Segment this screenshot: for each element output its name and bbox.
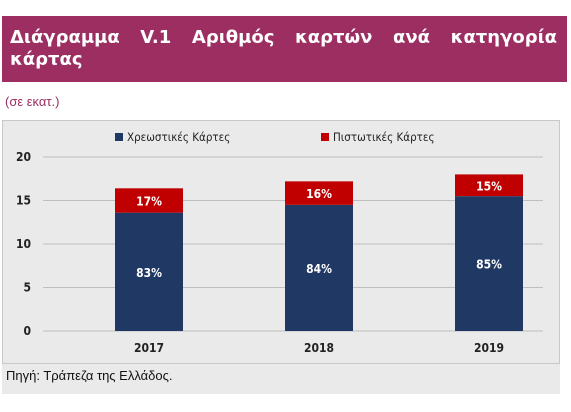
data-label: 16%: [306, 187, 332, 201]
bar-debit-2017: [115, 212, 183, 331]
x-tick-label: 2019: [474, 341, 504, 355]
bar-credit-2017: [115, 188, 183, 213]
y-tick-label: 0: [23, 324, 31, 338]
legend: Χρεωστικές Κάρτες Πιστωτικές Κάρτες: [115, 130, 435, 144]
data-label: 84%: [306, 262, 332, 276]
x-tick-label: 2017: [134, 341, 164, 355]
y-tick-label: 15: [16, 194, 31, 208]
x-axis-tick-labels: 2017 2018 2019: [134, 341, 504, 355]
chart-title: Διάγραμμα V.1 Αριθμός καρτών ανά κατηγορ…: [10, 27, 557, 70]
legend-label: Πιστωτικές Κάρτες: [333, 130, 435, 144]
chart-header: Διάγραμμα V.1 Αριθμός καρτών ανά κατηγορ…: [2, 16, 567, 82]
bar-chart: 0 5 10 15 20 83% 17% 84% 16% 85% 15% 2017 2018 2019…: [16, 130, 543, 355]
y-tick-label: 10: [16, 237, 31, 251]
legend-label: Χρεωστικές Κάρτες: [127, 130, 230, 144]
bar-credit-2019: [455, 174, 523, 197]
x-tick-label: 2018: [304, 341, 334, 355]
data-label: 83%: [136, 266, 162, 280]
data-label: 85%: [476, 258, 502, 272]
bars: 83% 17% 84% 16% 85% 15%: [115, 174, 523, 331]
chart-panel: 0 5 10 15 20 83% 17% 84% 16% 85% 15% 2017 2018 2019…: [2, 120, 560, 364]
legend-swatch-credit: [321, 133, 329, 141]
unit-label: (σε εκατ.): [5, 94, 60, 109]
bar-debit-2018: [285, 204, 353, 331]
y-tick-label: 20: [16, 150, 31, 164]
bar-debit-2019: [455, 196, 523, 331]
y-tick-label: 5: [23, 281, 31, 295]
data-label: 15%: [476, 179, 502, 193]
y-axis-tick-labels: 0 5 10 15 20: [16, 150, 31, 338]
bar-credit-2018: [285, 181, 353, 205]
data-label: 17%: [136, 195, 162, 209]
source-note: Πηγή: Τράπεζα της Ελλάδος.: [2, 364, 560, 394]
legend-swatch-debit: [115, 133, 123, 141]
